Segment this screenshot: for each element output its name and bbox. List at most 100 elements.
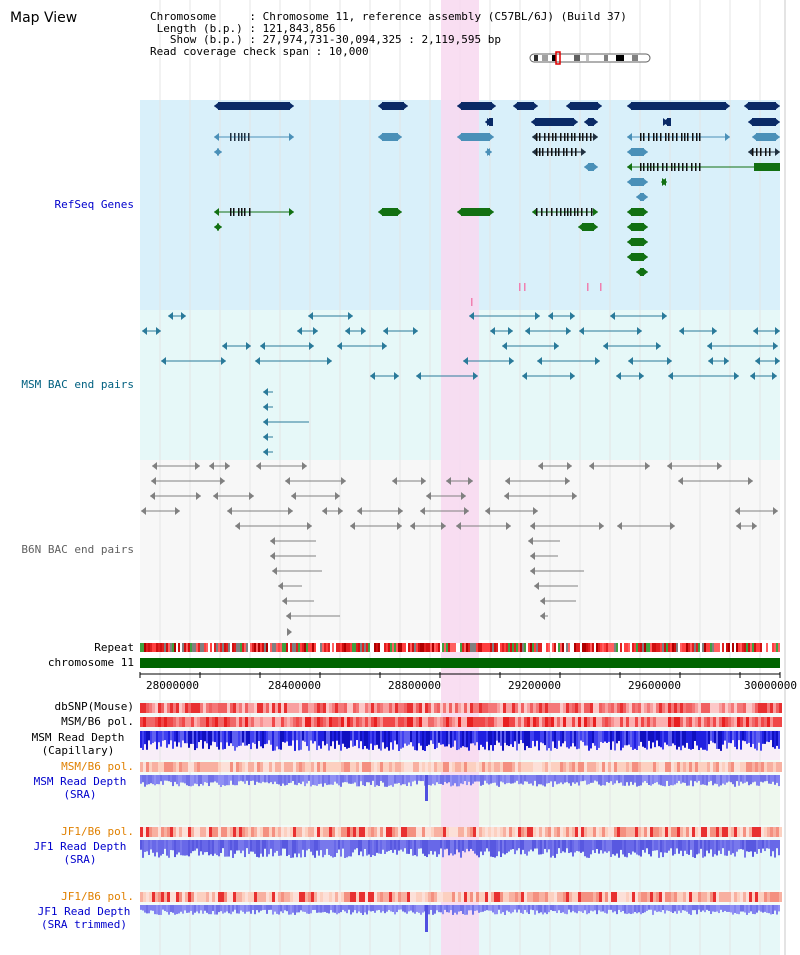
heat-cell	[263, 762, 266, 772]
span-key: Read coverage check span	[150, 44, 309, 58]
heat-cell	[278, 717, 281, 727]
repeat-segment	[446, 643, 448, 652]
depth-bar	[252, 905, 254, 911]
depth-bar	[156, 775, 158, 785]
track-label-msm-depth-sra[interactable]: MSM Read Depth (SRA)	[0, 775, 160, 801]
heat-cell	[143, 827, 146, 837]
strand-arrow	[643, 178, 648, 186]
heat-cell	[536, 703, 539, 713]
heat-cell	[401, 827, 404, 837]
track-label-msm-b6-pol-sra[interactable]: MSM/B6 pol.	[61, 760, 134, 773]
track-label-msm-depth-capillary[interactable]: MSM Read Depth (Capillary)	[0, 731, 156, 757]
track-label-refseq-genes[interactable]: RefSeq Genes	[54, 198, 134, 211]
repeat-segment	[538, 643, 540, 652]
depth-bar	[712, 840, 714, 857]
depth-bar	[756, 840, 758, 854]
heat-cell	[572, 892, 575, 902]
heat-cell	[170, 703, 173, 713]
depth-bar	[192, 905, 194, 915]
depth-bar	[448, 905, 450, 913]
depth-bar	[528, 731, 530, 748]
track-label-jf1-b6-pol-trimmed[interactable]: JF1/B6 pol.	[61, 890, 134, 903]
track-label-chromosome[interactable]: chromosome 11	[47, 656, 134, 669]
heat-cell	[587, 827, 590, 837]
heat-cell	[239, 892, 242, 902]
heat-cell	[590, 892, 593, 902]
depth-bar	[376, 840, 378, 853]
depth-bar	[184, 840, 186, 856]
track-label-repeat[interactable]: Repeat	[94, 641, 134, 654]
depth-bar	[382, 775, 384, 783]
heat-cell	[515, 892, 518, 902]
heat-cell	[632, 827, 635, 837]
depth-bar	[358, 775, 360, 787]
depth-bar	[774, 905, 776, 911]
depth-bar	[234, 905, 236, 910]
heat-cell	[692, 827, 695, 837]
heat-cell	[779, 827, 782, 837]
repeat-segment	[668, 643, 670, 652]
heat-cell	[605, 892, 608, 902]
depth-bar	[718, 775, 720, 787]
heat-cell	[305, 892, 308, 902]
depth-bar	[372, 775, 374, 781]
heat-cell	[521, 703, 524, 713]
track-label-msm-b6-pol[interactable]: MSM/B6 pol.	[61, 715, 134, 728]
depth-bar	[336, 731, 338, 741]
depth-bar	[638, 905, 640, 913]
ideogram-band	[552, 55, 556, 61]
depth-bar	[500, 840, 502, 858]
depth-bar	[420, 731, 422, 746]
heat-cell	[338, 717, 341, 727]
heat-cell	[389, 703, 392, 713]
heat-cell	[215, 827, 218, 837]
heat-cell	[290, 892, 293, 902]
depth-bar	[162, 905, 164, 910]
depth-bar	[778, 905, 780, 912]
depth-bar	[434, 731, 436, 750]
depth-bar	[620, 775, 622, 783]
bac-end	[530, 567, 535, 575]
bac-end	[509, 357, 514, 365]
depth-bar	[736, 840, 738, 852]
heat-cell	[671, 827, 674, 837]
depth-bar	[384, 731, 386, 749]
bac-end	[505, 477, 510, 485]
depth-bar	[760, 775, 762, 782]
heat-cell	[143, 892, 146, 902]
depth-bar	[452, 840, 454, 856]
repeat-segment	[444, 643, 446, 652]
depth-bar	[150, 905, 152, 911]
heat-cell	[398, 762, 401, 772]
heat-cell	[596, 703, 599, 713]
depth-bar	[410, 775, 412, 787]
track-label-jf1-depth-trimmed[interactable]: JF1 Read Depth (SRA trimmed)	[0, 905, 168, 931]
depth-bar	[178, 775, 180, 787]
repeat-segment	[360, 643, 362, 652]
heat-cell	[344, 827, 347, 837]
heat-cell	[191, 717, 194, 727]
track-label-jf1-depth-sra[interactable]: JF1 Read Depth (SRA)	[0, 840, 160, 866]
heat-cell	[704, 703, 707, 713]
exon-tick	[238, 208, 240, 216]
repeat-segment	[716, 643, 718, 652]
track-label-b6n-bac[interactable]: B6N BAC end pairs	[21, 543, 134, 556]
heat-cell	[176, 762, 179, 772]
depth-bar	[628, 775, 630, 786]
chromosome-ideogram[interactable]	[529, 51, 651, 65]
depth-bar	[590, 775, 592, 783]
depth-bar	[564, 731, 566, 742]
depth-bar	[160, 840, 162, 856]
depth-bar	[552, 905, 554, 911]
depth-bar	[632, 775, 634, 785]
depth-bar	[210, 840, 212, 855]
heat-cell	[752, 703, 755, 713]
depth-bar	[742, 731, 744, 741]
depth-bar	[222, 775, 224, 786]
depth-bar	[494, 840, 496, 858]
track-label-dbsnp[interactable]: dbSNP(Mouse)	[54, 700, 134, 713]
heat-cell	[248, 892, 251, 902]
depth-bar	[610, 905, 612, 910]
track-label-jf1-b6-pol[interactable]: JF1/B6 pol.	[61, 825, 134, 838]
track-label-msm-bac[interactable]: MSM BAC end pairs	[21, 378, 134, 391]
